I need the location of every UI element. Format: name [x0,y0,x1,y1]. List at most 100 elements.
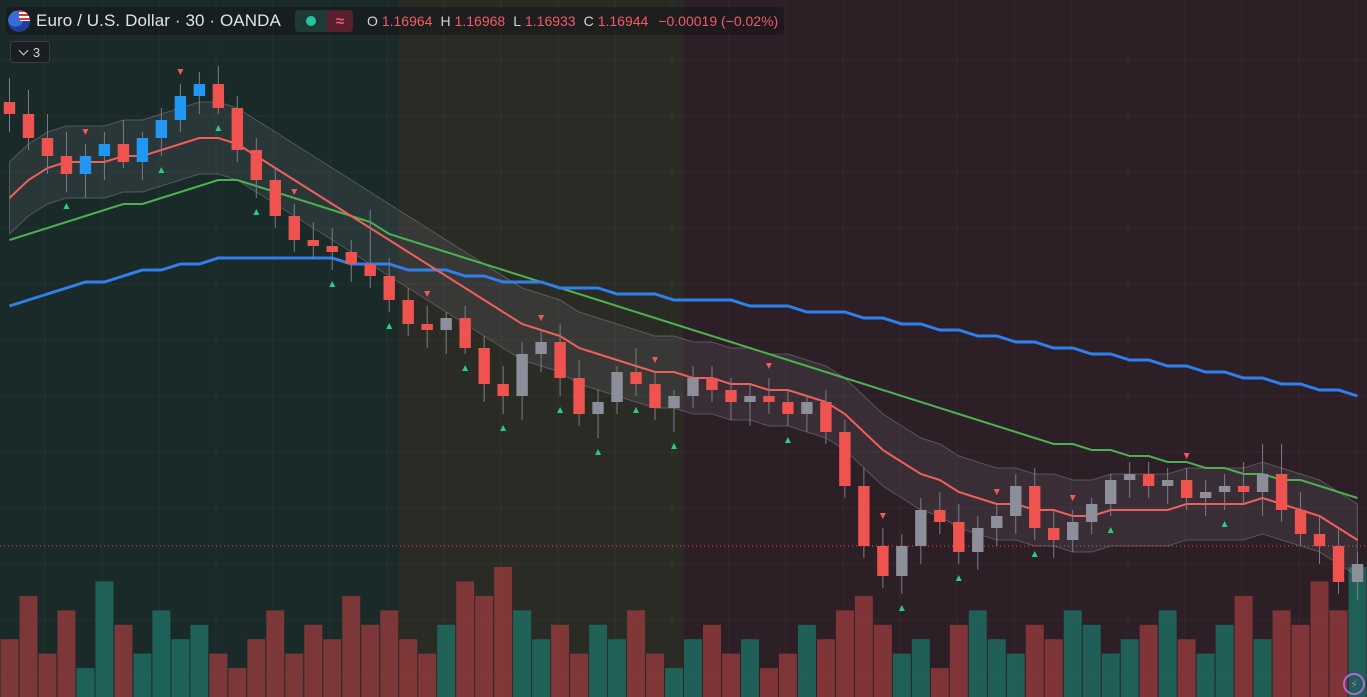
volume-bar [1177,639,1196,697]
candle [22,90,35,150]
candle-body [212,84,225,108]
candle [136,132,149,180]
candle [972,516,984,570]
candle [402,288,414,336]
volume-bar [1025,624,1044,697]
ohlc-readout: O 1.16964 H 1.16968 L 1.16933 C 1.16944 −0.0… [367,13,778,29]
close-value: 1.16944 [597,13,649,29]
volume-bar [1196,653,1215,697]
volume-bar [285,653,304,697]
volume-bar [38,653,57,697]
candle-body [896,546,908,576]
volume-bar [399,639,418,697]
candle [98,132,111,180]
candle [991,504,1003,546]
candle-body [1351,564,1364,582]
candle [858,468,870,558]
volume-bar [892,653,911,697]
candle [763,378,775,414]
volume-bar [1215,624,1234,697]
bull-signal-marker [1221,521,1228,527]
candles [3,66,1364,600]
volume-bar [721,653,740,697]
bull-signal-marker [462,365,469,371]
volume-bar [684,639,702,697]
candle [668,390,680,432]
candle [1142,462,1155,498]
candle [383,258,395,312]
candle-body [820,402,832,432]
candle [60,132,73,192]
volume-bar [1101,653,1120,697]
volume-bar [911,639,930,697]
bull-signal-marker [633,407,640,413]
volume-bar [1291,624,1310,697]
candle-body [915,510,927,546]
eu-us-flag-icon [8,10,30,32]
candle [250,138,263,198]
bull-signal-marker [595,449,602,455]
candle [326,228,338,270]
candle-body [440,318,452,330]
candle-body [22,114,35,138]
status-badges[interactable]: ≈ [294,10,353,32]
candle-body [801,402,813,414]
candle [1067,510,1079,552]
candle-body [706,378,718,390]
candle-body [1218,486,1231,492]
bear-signal-marker [765,363,772,369]
volume-bar [57,610,76,697]
candle [630,348,642,396]
candle [288,204,300,252]
volume-bar [437,624,456,697]
volume-bar [456,581,475,697]
candle [1256,444,1269,516]
volume-bar [949,624,968,697]
volume-bar [797,624,816,697]
candle-body [858,486,870,546]
candle-body [288,216,300,240]
candle [269,168,281,228]
volume-bar [19,595,38,697]
volume-bar [1348,567,1367,697]
volume-bar [361,624,380,697]
symbol-title[interactable]: Euro / U.S. Dollar · 30 · OANDA [36,11,281,30]
volume-bar [228,668,247,697]
session-zone-3 [683,0,1367,697]
market-status-icon[interactable] [294,10,327,32]
candle [801,396,813,432]
volume-bar [551,624,570,697]
candle-body [1029,486,1041,528]
candle-body [782,402,794,414]
bull-signal-marker [557,407,564,413]
volume-bar [1310,581,1329,697]
candle [1237,462,1250,504]
volume-bar [1120,639,1139,697]
candle-body [459,318,471,348]
high-value: 1.16968 [454,13,506,29]
lightning-icon[interactable]: ⚡ [1343,673,1365,695]
candle-body [307,240,319,246]
volume-bar [854,595,873,697]
candle-body [250,150,263,180]
candle-body [611,372,623,402]
candle-body [592,402,604,414]
candle-body [421,324,433,330]
candle-body [174,96,187,120]
volume-bar [1006,653,1025,697]
candle-body [535,342,547,354]
volume-bar [190,624,209,697]
bull-signal-marker [329,281,336,287]
indicators-collapse-button[interactable]: 3 [10,41,50,63]
candle [573,360,585,426]
candle-body [991,516,1003,528]
candle [554,324,566,396]
candle [440,312,452,354]
candle-body [402,300,414,324]
volume-bar [835,610,854,697]
volume-bar [987,639,1006,697]
volume-bar [247,639,266,697]
wave-icon[interactable]: ≈ [326,10,353,32]
candle-body [1256,474,1269,492]
